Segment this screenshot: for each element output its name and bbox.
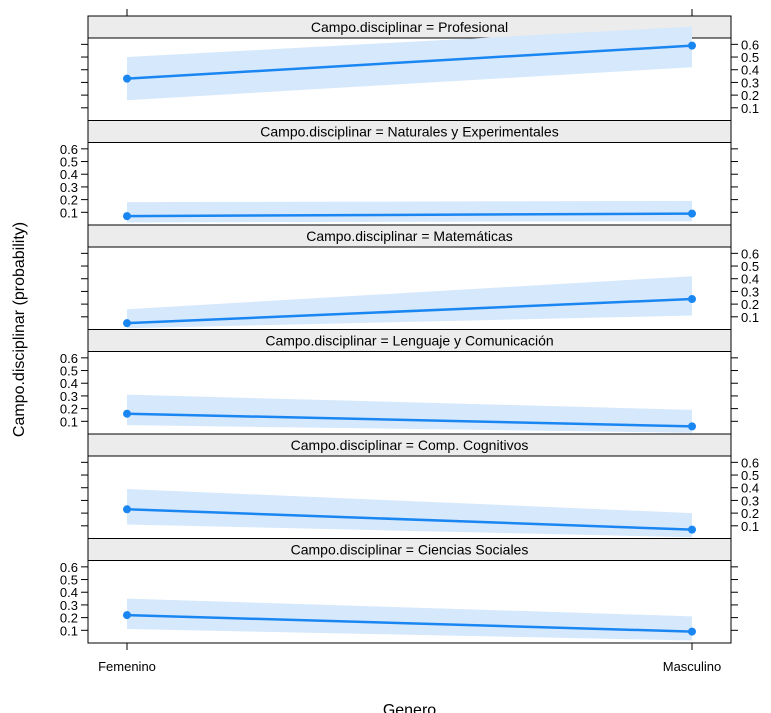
panel-strip-label: Campo.disciplinar = Naturales y Experime… bbox=[260, 124, 558, 140]
data-point bbox=[688, 41, 696, 50]
y-tick-label: 0.2 bbox=[741, 506, 759, 521]
y-tick-label: 0.5 bbox=[741, 259, 759, 274]
y-tick-label: 0.5 bbox=[60, 364, 78, 379]
y-tick-label: 0.3 bbox=[60, 180, 78, 195]
panel: Campo.disciplinar = Naturales y Experime… bbox=[60, 120, 738, 226]
y-tick-label: 0.3 bbox=[60, 389, 78, 404]
y-tick-label: 0.2 bbox=[741, 297, 759, 312]
data-point bbox=[123, 319, 131, 328]
y-tick-label: 0.1 bbox=[60, 623, 78, 638]
y-tick-label: 0.6 bbox=[741, 455, 759, 470]
effect-line bbox=[126, 212, 693, 218]
y-tick-label: 0.5 bbox=[60, 573, 78, 588]
panel: Campo.disciplinar = Ciencias Sociales 0.1… bbox=[60, 538, 738, 644]
panel-strip-label: Campo.disciplinar = Profesional bbox=[311, 19, 508, 35]
panel: Campo.disciplinar = Profesional 0.10.20.3… bbox=[81, 15, 759, 121]
y-tick-label: 0.1 bbox=[741, 310, 759, 325]
y-tick-label: 0.4 bbox=[60, 167, 78, 182]
y-tick-label: 0.6 bbox=[60, 351, 78, 366]
panel: Campo.disciplinar = Matemáticas 0.10.20.3… bbox=[81, 224, 759, 330]
data-point bbox=[123, 74, 131, 83]
effect-line bbox=[126, 508, 693, 531]
x-tick-label-femenino: Femenino bbox=[98, 659, 156, 674]
panel-strip-label: Campo.disciplinar = Comp. Cognitivos bbox=[291, 437, 529, 453]
data-point bbox=[688, 627, 696, 636]
effect-line bbox=[126, 297, 693, 325]
y-tick-label: 0.1 bbox=[741, 101, 759, 116]
y-axis-title: Campo.disciplinar (probability) bbox=[11, 222, 28, 437]
x-tick-label-masculino: Masculino bbox=[663, 659, 722, 674]
y-tick-label: 0.5 bbox=[741, 468, 759, 483]
data-point bbox=[688, 295, 696, 304]
panel-strip-label: Campo.disciplinar = Lenguaje y Comunicac… bbox=[265, 333, 553, 349]
panel: Campo.disciplinar = Lenguaje y Comunicac… bbox=[60, 329, 738, 435]
confidence-band bbox=[127, 200, 692, 223]
effect-line bbox=[126, 44, 693, 80]
y-tick-label: 0.6 bbox=[60, 142, 78, 157]
data-point bbox=[123, 505, 131, 514]
y-tick-label: 0.4 bbox=[741, 63, 759, 78]
y-tick-label: 0.4 bbox=[741, 272, 759, 287]
data-point bbox=[123, 409, 131, 418]
y-tick-label: 0.3 bbox=[741, 75, 759, 90]
data-point bbox=[123, 611, 131, 620]
panels: Campo.disciplinar = Profesional0.10.20.3… bbox=[60, 9, 759, 650]
x-axis-title: Genero bbox=[383, 702, 436, 713]
y-tick-label: 0.1 bbox=[60, 205, 78, 220]
confidence-band bbox=[127, 276, 692, 329]
y-tick-label: 0.3 bbox=[60, 598, 78, 613]
y-tick-label: 0.6 bbox=[60, 560, 78, 575]
effect-line bbox=[126, 412, 693, 428]
y-tick-label: 0.2 bbox=[60, 402, 78, 417]
y-tick-label: 0.4 bbox=[60, 376, 78, 391]
y-tick-label: 0.2 bbox=[60, 611, 78, 626]
y-tick-label: 0.6 bbox=[741, 37, 759, 52]
confidence-band bbox=[127, 598, 692, 641]
y-tick-label: 0.2 bbox=[60, 193, 78, 208]
data-point bbox=[123, 212, 131, 221]
confidence-band bbox=[127, 26, 692, 101]
data-point bbox=[688, 209, 696, 218]
y-tick-label: 0.6 bbox=[741, 246, 759, 261]
y-tick-label: 0.3 bbox=[741, 284, 759, 299]
effect-line bbox=[126, 613, 693, 633]
data-point bbox=[688, 525, 696, 534]
y-tick-label: 0.1 bbox=[741, 519, 759, 534]
y-tick-label: 0.4 bbox=[60, 585, 78, 600]
y-tick-label: 0.3 bbox=[741, 493, 759, 508]
panel-strip-label: Campo.disciplinar = Matemáticas bbox=[306, 228, 513, 244]
y-tick-label: 0.1 bbox=[60, 414, 78, 429]
panel: Campo.disciplinar = Comp. Cognitivos0.10… bbox=[81, 433, 759, 539]
x-axis: Femenino Masculino bbox=[98, 659, 721, 674]
y-tick-label: 0.5 bbox=[741, 50, 759, 65]
y-tick-label: 0.5 bbox=[60, 155, 78, 170]
panel-strip-label: Campo.disciplinar = Ciencias Sociales bbox=[291, 542, 529, 558]
data-point bbox=[688, 422, 696, 431]
y-tick-label: 0.4 bbox=[741, 481, 759, 496]
y-tick-label: 0.2 bbox=[741, 88, 759, 103]
